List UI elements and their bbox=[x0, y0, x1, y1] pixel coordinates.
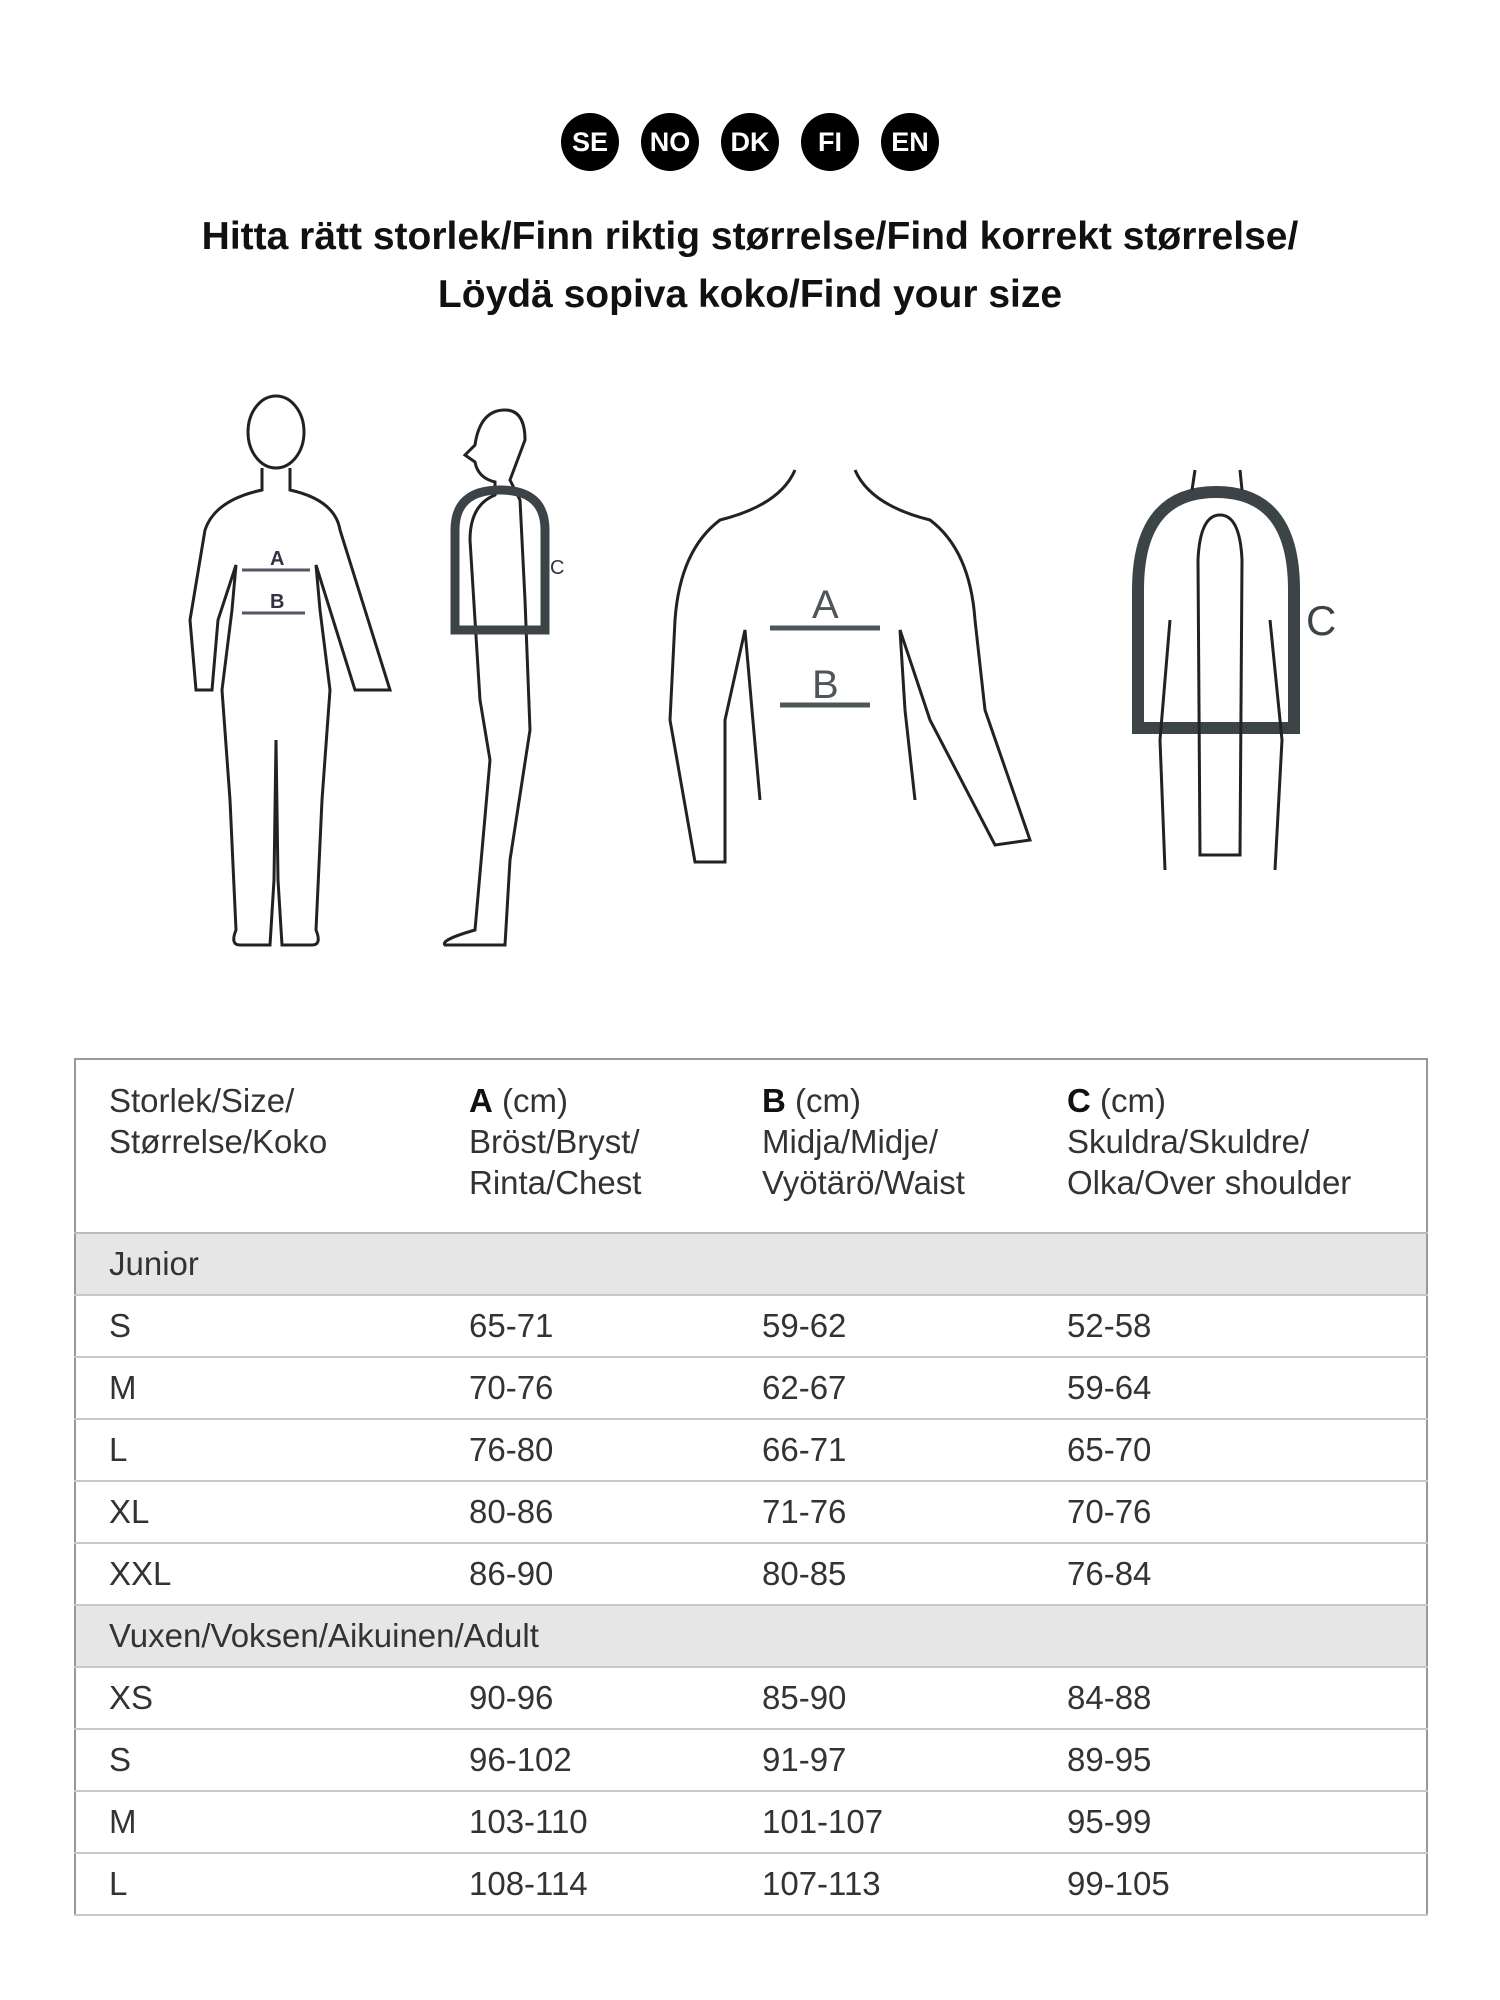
title-line-2: Löydä sopiva koko/Find your size bbox=[437, 273, 1063, 316]
header-letter: A bbox=[469, 1082, 493, 1119]
label-a: A bbox=[812, 583, 839, 627]
table-row: XXL 86-90 80-85 76-84 bbox=[75, 1543, 1427, 1606]
label-a-small: A bbox=[270, 548, 284, 570]
side-body-figure: C bbox=[442, 408, 564, 947]
language-en-button[interactable]: EN bbox=[881, 113, 939, 171]
header-letter: B bbox=[762, 1082, 786, 1119]
language-se-button[interactable]: SE bbox=[561, 113, 619, 171]
chest-cell: 103-110 bbox=[469, 1791, 762, 1854]
table-row: S 65-71 59-62 52-58 bbox=[75, 1295, 1427, 1358]
size-cell: S bbox=[75, 1295, 469, 1358]
shoulder-cell: 52-58 bbox=[1067, 1295, 1427, 1358]
group-row: Junior bbox=[75, 1233, 1427, 1296]
waist-cell: 85-90 bbox=[762, 1667, 1067, 1730]
shoulder-cell: 70-76 bbox=[1067, 1481, 1427, 1544]
shoulder-cell: 95-99 bbox=[1067, 1791, 1427, 1854]
shoulder-cell: 99-105 bbox=[1067, 1853, 1427, 1916]
header-size-line: Storlek/Size/ bbox=[109, 1082, 295, 1119]
size-table: Storlek/Size/Størrelse/Koko A (cm) Bröst/… bbox=[74, 1058, 1428, 1916]
header-line: Midja/Midje/ bbox=[762, 1123, 939, 1160]
waist-cell: 101-107 bbox=[762, 1791, 1067, 1854]
measurement-diagram: A B C A B C bbox=[188, 394, 1336, 947]
size-cell: L bbox=[75, 1419, 469, 1482]
header-c: C (cm) Skuldra/Skuldre/Olka/Over shoulder bbox=[1067, 1059, 1427, 1234]
label-c: C bbox=[1306, 597, 1336, 644]
waist-cell: 107-113 bbox=[762, 1853, 1067, 1916]
chest-cell: 65-71 bbox=[469, 1295, 762, 1358]
waist-cell: 80-85 bbox=[762, 1543, 1067, 1606]
table-row: M 70-76 62-67 59-64 bbox=[75, 1357, 1427, 1420]
chest-cell: 96-102 bbox=[469, 1729, 762, 1792]
size-cell: M bbox=[75, 1791, 469, 1854]
label-b: B bbox=[812, 663, 839, 707]
header-line: Skuldra/Skuldre/ bbox=[1067, 1123, 1310, 1160]
header-b: B (cm) Midja/Midje/Vyötärö/Waist bbox=[762, 1059, 1067, 1234]
shoulder-cell: 76-84 bbox=[1067, 1543, 1427, 1606]
shoulder-closeup-figure: C bbox=[1132, 469, 1336, 871]
header-line: Rinta/Chest bbox=[469, 1164, 642, 1201]
size-cell: XXL bbox=[75, 1543, 469, 1606]
title-line-1: Hitta rätt storlek/Finn riktig størrelse… bbox=[201, 215, 1299, 258]
group-name: Vuxen/Voksen/Aikuinen/Adult bbox=[75, 1605, 1427, 1668]
chest-cell: 90-96 bbox=[469, 1667, 762, 1730]
header-size-line: Størrelse/Koko bbox=[109, 1123, 328, 1160]
front-body-figure: A B bbox=[188, 394, 393, 947]
size-cell: M bbox=[75, 1357, 469, 1420]
page-title: Hitta rätt storlek/Finn riktig størrelse… bbox=[0, 208, 1500, 324]
table-row: L 76-80 66-71 65-70 bbox=[75, 1419, 1427, 1482]
label-b-small: B bbox=[270, 591, 284, 613]
waist-cell: 66-71 bbox=[762, 1419, 1067, 1482]
header-size: Storlek/Size/Størrelse/Koko bbox=[75, 1059, 469, 1234]
header-a: A (cm) Bröst/Bryst/Rinta/Chest bbox=[469, 1059, 762, 1234]
language-fi-button[interactable]: FI bbox=[801, 113, 859, 171]
shoulder-cell: 59-64 bbox=[1067, 1357, 1427, 1420]
language-selector: SE NO DK FI EN bbox=[0, 113, 1500, 171]
waist-cell: 91-97 bbox=[762, 1729, 1067, 1792]
table-row: S 96-102 91-97 89-95 bbox=[75, 1729, 1427, 1792]
waist-cell: 59-62 bbox=[762, 1295, 1067, 1358]
shoulder-cell: 89-95 bbox=[1067, 1729, 1427, 1792]
label-c-small: C bbox=[550, 557, 564, 579]
language-no-button[interactable]: NO bbox=[641, 113, 699, 171]
group-name: Junior bbox=[75, 1233, 1427, 1296]
chest-cell: 108-114 bbox=[469, 1853, 762, 1916]
header-unit: (cm) bbox=[795, 1082, 861, 1119]
waist-cell: 71-76 bbox=[762, 1481, 1067, 1544]
header-unit: (cm) bbox=[502, 1082, 568, 1119]
chest-cell: 76-80 bbox=[469, 1419, 762, 1482]
header-line: Vyötärö/Waist bbox=[762, 1164, 965, 1201]
size-cell: XS bbox=[75, 1667, 469, 1730]
table-row: XS 90-96 85-90 84-88 bbox=[75, 1667, 1427, 1730]
header-line: Bröst/Bryst/ bbox=[469, 1123, 640, 1160]
shoulder-cell: 65-70 bbox=[1067, 1419, 1427, 1482]
header-letter: C bbox=[1067, 1082, 1091, 1119]
table-row: L 108-114 107-113 99-105 bbox=[75, 1853, 1427, 1916]
size-cell: L bbox=[75, 1853, 469, 1916]
waist-cell: 62-67 bbox=[762, 1357, 1067, 1420]
torso-closeup-figure: A B bbox=[668, 469, 1033, 864]
shoulder-cell: 84-88 bbox=[1067, 1667, 1427, 1730]
size-cell: S bbox=[75, 1729, 469, 1792]
header-line: Olka/Over shoulder bbox=[1067, 1164, 1352, 1201]
chest-cell: 80-86 bbox=[469, 1481, 762, 1544]
group-row: Vuxen/Voksen/Aikuinen/Adult bbox=[75, 1605, 1427, 1668]
header-unit: (cm) bbox=[1100, 1082, 1166, 1119]
language-dk-button[interactable]: DK bbox=[721, 113, 779, 171]
table-header-row: Storlek/Size/Størrelse/Koko A (cm) Bröst/… bbox=[75, 1059, 1427, 1234]
size-cell: XL bbox=[75, 1481, 469, 1544]
chest-cell: 86-90 bbox=[469, 1543, 762, 1606]
table-row: M 103-110 101-107 95-99 bbox=[75, 1791, 1427, 1854]
table-row: XL 80-86 71-76 70-76 bbox=[75, 1481, 1427, 1544]
chest-cell: 70-76 bbox=[469, 1357, 762, 1420]
